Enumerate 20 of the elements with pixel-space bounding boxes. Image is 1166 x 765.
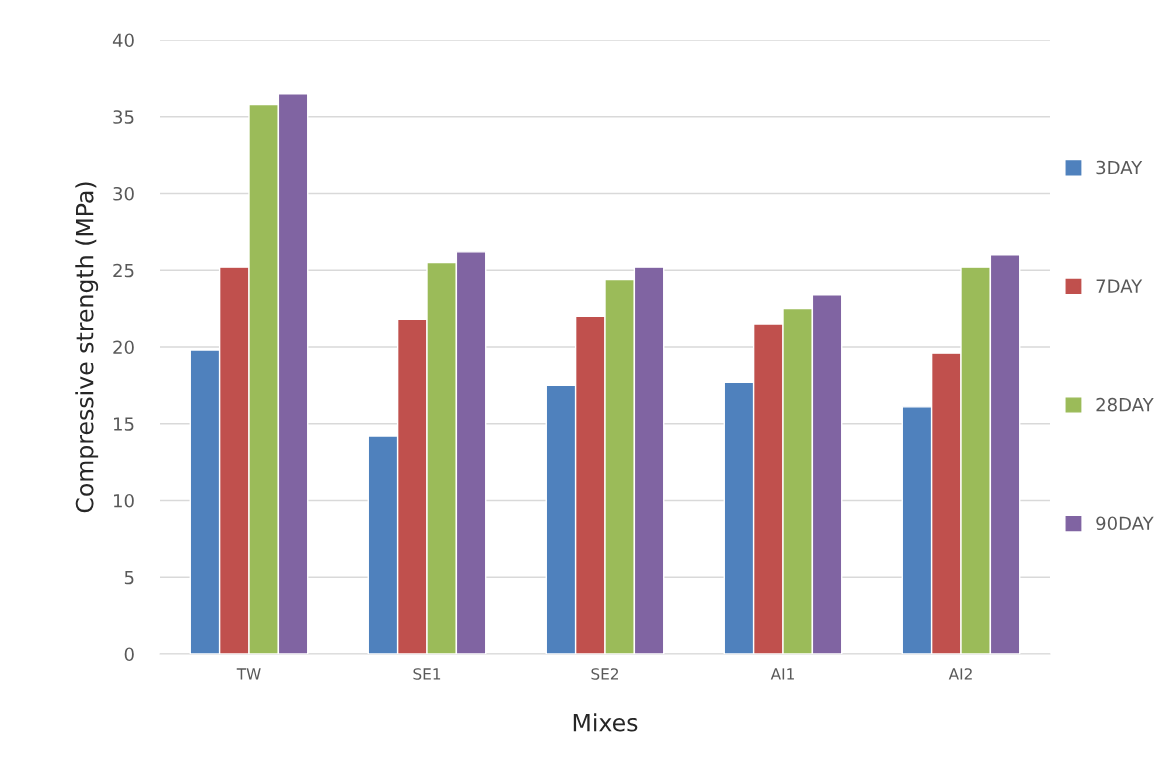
y-tick-label: 15 (114, 417, 134, 431)
y-tick-label: 30 (113, 186, 134, 201)
y-tick-label: 20 (113, 340, 134, 355)
legend-label: 7DAY (1096, 279, 1143, 293)
x-tick-label: AI2 (948, 668, 972, 680)
legend-label: 90DAY (1096, 516, 1154, 531)
y-tick-label: 40 (112, 33, 134, 48)
legend-label: 28DAY (1096, 397, 1154, 412)
x-tick-label: SE1 (413, 668, 441, 680)
x-axis-title: Mixes (573, 713, 638, 732)
legend-label: 3DAY (1096, 160, 1143, 175)
y-tick-label: 25 (113, 263, 134, 278)
x-tick-label: AI1 (770, 668, 794, 680)
y-tick-label: 0 (124, 647, 134, 662)
y-tick-label: 10 (114, 493, 134, 508)
y-tick-label: 5 (124, 570, 134, 585)
y-axis-title: Compressive strength (MPa) (75, 182, 99, 513)
y-tick-label: 35 (113, 110, 134, 124)
x-tick-label: SE2 (591, 668, 618, 680)
x-tick-label: TW (236, 668, 261, 680)
